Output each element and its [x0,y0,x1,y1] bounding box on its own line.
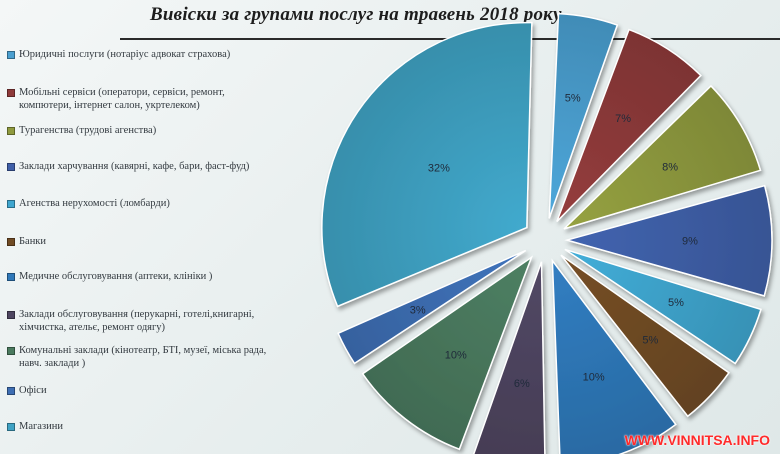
pie-slice [564,248,762,365]
legend-label: Медичне обслуговування (аптеки, клініки … [19,271,213,282]
slice-label: 5% [642,335,658,347]
pie-slice [337,249,527,365]
legend-label: Банки [19,236,47,247]
pie-slice [556,28,702,222]
legend-label: Магазини [19,421,63,432]
legend-item: Турагенства (трудові агенства) [7,124,267,137]
slice-label: 9% [682,236,698,248]
pie-slice [560,254,730,418]
slice-label: 32% [428,162,450,174]
legend-swatch [7,89,15,97]
legend-item: Офіси [7,384,267,397]
legend-label: Офіси [19,385,47,396]
legend-swatch [7,127,15,135]
slice-label: 3% [410,304,426,316]
legend-item: Мобільні сервіси (оператори, сервіси, ре… [7,86,267,112]
legend-item: Агенства нерухомості (ломбарди) [7,197,267,210]
pie-slice [472,261,546,454]
pie-slice [321,21,533,308]
legend-item: Комунальні заклади (кінотеатр, БТІ, музе… [7,344,267,370]
slice-label: 5% [565,93,581,105]
legend-label: Агенства нерухомості (ломбарди) [19,198,170,209]
legend-label: Заклади харчування (кавярні, кафе, бари,… [19,161,250,172]
pie-slice [563,84,762,230]
legend-label: Мобільні сервіси (оператори, сервіси, ре… [19,87,225,111]
legend-label: Юридичні послуги (нотаріус адвокат страх… [19,49,231,60]
legend-item: Заклади харчування (кавярні, кафе, бари,… [7,160,267,173]
legend-swatch [7,238,15,246]
legend-item: Юридичні послуги (нотаріус адвокат страх… [7,48,267,61]
pie-slice [361,255,533,451]
slice-label: 6% [514,378,530,390]
slice-label: 10% [445,349,467,361]
pie-slice [564,184,773,297]
site-watermark: WWW.VINNITSA.INFO [624,432,770,448]
legend-label: Заклади обслуговування (перукарні, готел… [19,309,255,333]
legend-item: Заклади обслуговування (перукарні, готел… [7,308,267,334]
slice-label: 5% [668,297,684,309]
legend-swatch [7,347,15,355]
legend-item: Магазини [7,420,267,433]
legend-item: Банки [7,235,267,248]
legend-swatch [7,273,15,281]
legend-label: Турагенства (трудові агенства) [19,125,157,136]
legend-swatch [7,311,15,319]
chart-legend: Юридичні послуги (нотаріус адвокат страх… [0,0,300,454]
legend-label: Комунальні заклади (кінотеатр, БТІ, музе… [19,345,267,369]
slice-label: 8% [662,162,678,174]
slice-label: 7% [615,113,631,125]
legend-swatch [7,423,15,431]
legend-item: Медичне обслуговування (аптеки, клініки … [7,270,267,283]
legend-swatch [7,200,15,208]
chart-title: Вивіски за групами послуг на травень 201… [150,4,566,25]
legend-swatch [7,387,15,395]
legend-swatch [7,51,15,59]
legend-swatch [7,163,15,171]
pie-slice [548,12,619,219]
slice-label: 10% [583,372,605,384]
